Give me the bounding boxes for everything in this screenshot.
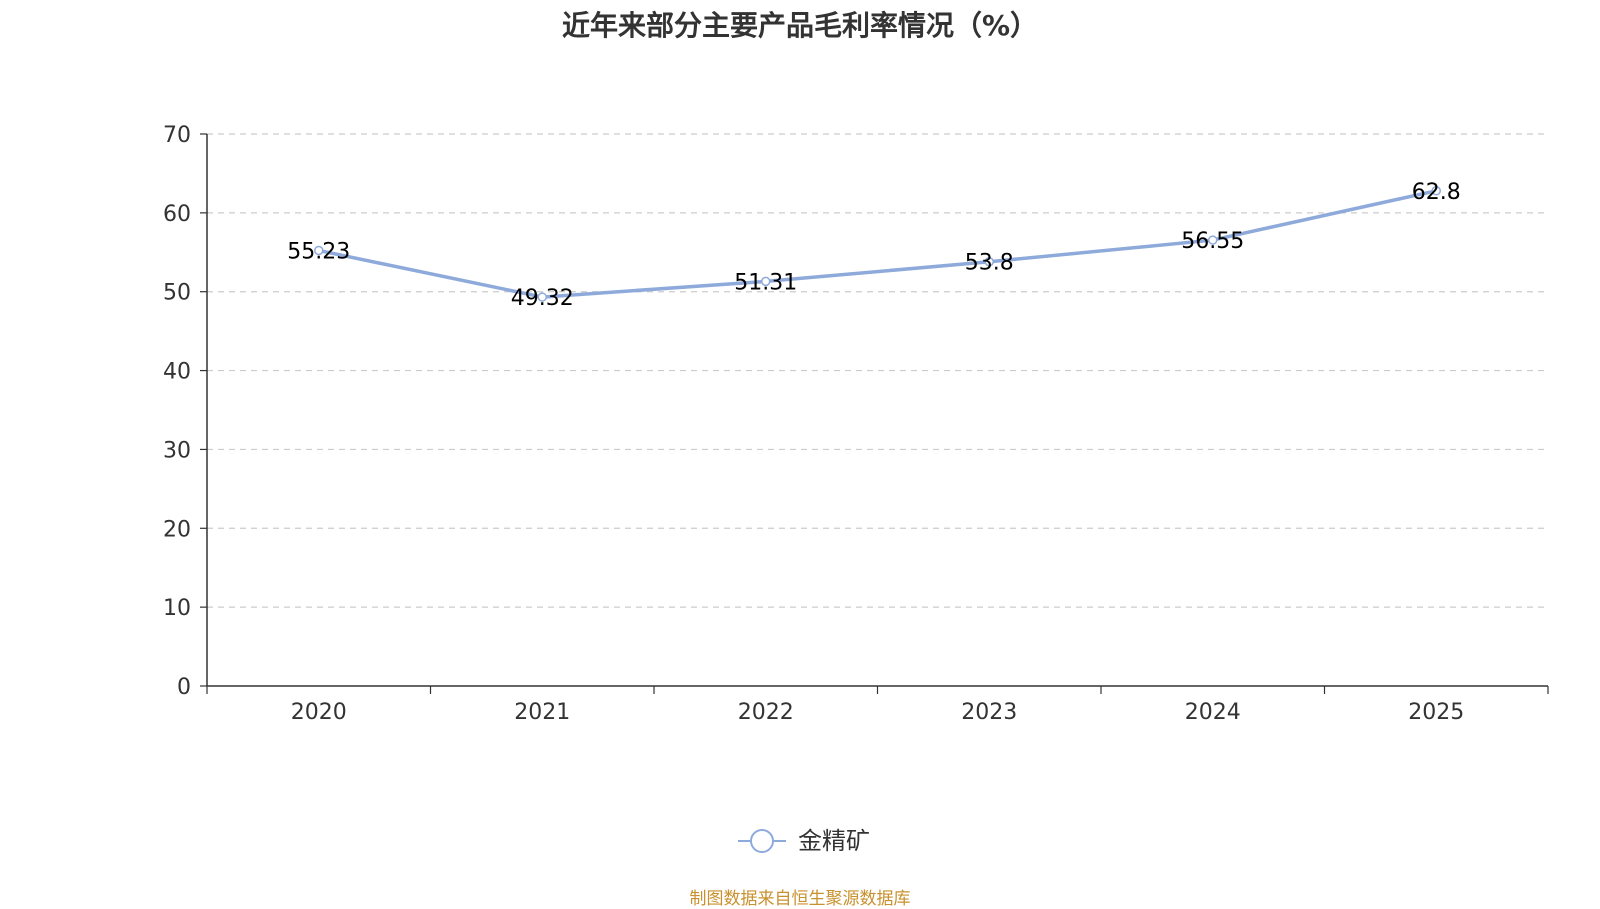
data-label: 62.8	[1412, 180, 1461, 205]
data-point	[314, 245, 324, 256]
y-tick-label: 60	[163, 202, 191, 227]
y-tick-label: 30	[163, 438, 191, 463]
series-group	[314, 186, 1441, 302]
data-point	[1431, 186, 1441, 196]
source-note: 制图数据来自恒生聚源数据库	[689, 889, 911, 909]
legend-item[interactable]: 金精矿	[738, 827, 870, 855]
data-point	[761, 276, 771, 287]
chart-title: 近年来部分主要产品毛利率情况（%）	[561, 9, 1039, 42]
data-label: 56.55	[1181, 229, 1244, 254]
legend[interactable]: 金精矿	[738, 827, 870, 855]
y-tick-label: 0	[177, 675, 191, 700]
y-tick-label: 20	[163, 517, 191, 542]
y-axis: 0 10 20 30 40 50 60 70	[163, 123, 208, 700]
x-tick-label: 2023	[961, 700, 1017, 725]
series-line	[318, 189, 1437, 299]
data-label: 55.23	[287, 239, 350, 264]
data-point	[537, 292, 547, 302]
x-tick-label: 2025	[1408, 700, 1464, 725]
y-tick-label: 50	[163, 281, 191, 306]
data-point	[984, 256, 994, 267]
data-label: 49.32	[511, 286, 574, 311]
x-tick-label: 2020	[291, 700, 347, 725]
x-tick-label: 2022	[738, 700, 794, 725]
data-point	[1208, 235, 1218, 245]
data-label: 53.8	[965, 251, 1014, 276]
data-labels: 55.23 49.32 51.31 53.8 56.55 62.8	[287, 180, 1460, 311]
y-tick-label: 70	[163, 123, 191, 148]
legend-marker	[750, 829, 774, 853]
legend-label: 金精矿	[798, 827, 870, 855]
x-tick-label: 2024	[1185, 700, 1241, 725]
x-tick-label: 2021	[514, 700, 570, 725]
y-tick-label: 40	[163, 360, 191, 385]
grid-lines	[207, 133, 1548, 608]
x-axis: 2020 2021 2022 2023 2024 2025	[206, 685, 1549, 725]
data-label: 51.31	[734, 270, 797, 295]
y-tick-label: 10	[163, 596, 191, 621]
